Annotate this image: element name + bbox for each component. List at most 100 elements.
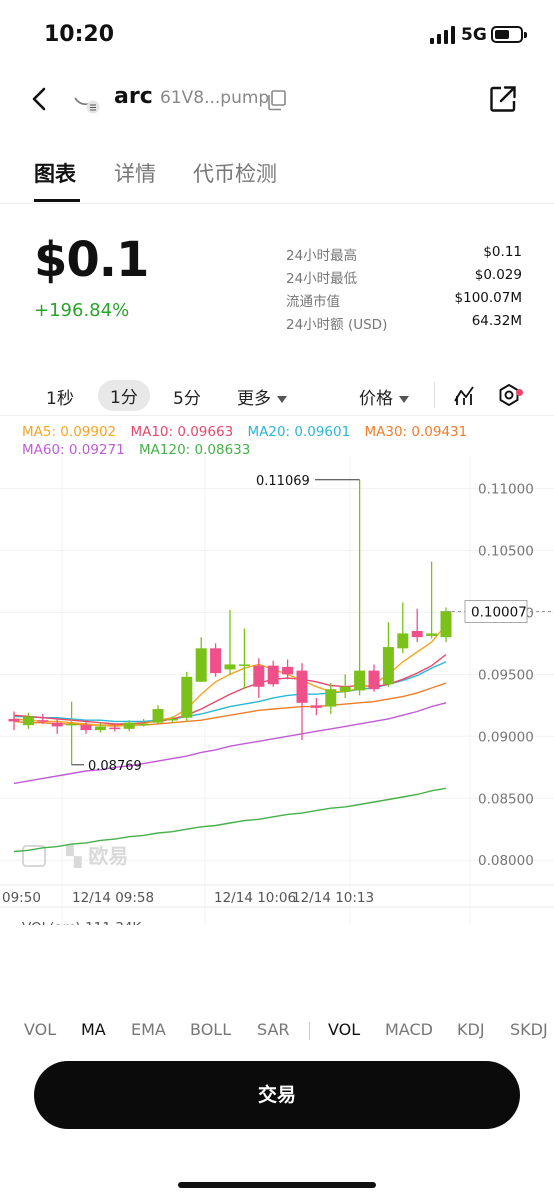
tab-token-check[interactable]: 代币检测 [193,162,277,186]
interval-5m[interactable]: 5分 [173,389,201,409]
ma120-line [13,787,447,853]
candle-body [310,705,322,708]
market-stats: 24小时最高 $0.11 24小时最低 $0.029 流通市值 $100.07M 24… [286,244,522,336]
watermark-text: ▚ 欧易 [65,844,128,868]
indicator-vol-5[interactable]: VOL [328,1020,361,1039]
divider [309,1022,310,1040]
status-time: 10:20 [44,22,115,47]
volume-label: VOL(arc):111.34K [22,920,142,925]
candle-body [426,633,438,636]
stat-row: 24小时最高 $0.11 [286,244,522,267]
interval-more[interactable]: 更多 [237,384,287,409]
candlestick-chart[interactable]: 0.110000.105000.100000.095000.090000.085… [0,455,554,925]
copy-icon[interactable] [266,89,288,111]
ma120-legend: MA120: 0.08633 [139,442,251,458]
indicator-ma-1[interactable]: MA [81,1020,106,1039]
y-tick-label: 0.08500 [478,791,534,807]
current-price-label: 0.10007 [471,605,527,621]
status-bar: 10:20 5G [0,0,554,70]
token-symbol: arc [114,84,153,109]
ma60-line [13,702,447,785]
indicator-boll-3[interactable]: BOLL [190,1020,232,1039]
ma20-legend: MA20: 0.09601 [247,424,351,440]
candle-body [354,670,366,691]
candle-body [210,648,222,674]
active-tab-indicator [34,199,80,202]
candle-body [368,670,380,690]
tab-details[interactable]: 详情 [114,162,156,186]
back-arrow-icon[interactable] [28,84,52,114]
chevron-down-icon [399,395,409,403]
y-tick-label: 0.08000 [478,853,534,869]
candle-body [138,723,150,726]
indicator-vol-0[interactable]: VOL [24,1020,57,1039]
candle-body [296,670,308,703]
low-price-label: 0.08769 [88,759,142,774]
indicator-skdj-8[interactable]: SKDJ [510,1020,548,1039]
stat-value: $0.11 [483,244,522,260]
y-tick-label: 0.09500 [478,667,534,683]
stat-label: 24小时最高 [286,248,358,264]
token-header: arc 61V8...pump [0,72,554,126]
chevron-down-icon [277,395,287,403]
notification-dot [516,389,523,396]
signal-icon [430,26,455,44]
indicator-sar-4[interactable]: SAR [257,1020,290,1039]
candle-body [382,647,394,685]
candle-body [8,718,20,722]
indicator-kdj-7[interactable]: KDJ [457,1020,485,1039]
external-link-icon[interactable] [488,84,518,114]
candle-body [94,726,106,731]
y-tick-label: 0.09000 [478,729,534,745]
current-price: $0.1 [34,232,149,288]
candle-body [80,725,92,731]
tab-bar: 图表 详情 代币检测 [0,150,554,204]
ma30-legend: MA30: 0.09431 [364,424,468,440]
stat-label: 流通市值 [286,294,340,310]
candle-body [440,611,452,638]
y-tick-label: 0.10500 [478,543,534,559]
stat-label: 24小时最低 [286,271,358,287]
candle-body [224,664,236,670]
y-tick-label: 0.11000 [478,481,534,497]
candle-body [66,723,78,726]
candle-body [37,720,49,722]
candle-body [166,718,178,721]
candle-body [238,664,250,666]
stat-value: $100.07M [454,290,522,306]
indicator-chart-icon[interactable] [452,382,478,408]
home-indicator [178,1182,376,1188]
candle-body [267,665,279,685]
candle-body [181,676,193,718]
ma-legend: MA5: 0.09902 MA10: 0.09663 MA20: 0.09601… [22,423,542,459]
x-tick-label: 09:50 [2,890,41,906]
ma30-line [13,682,447,726]
watermark-icon [22,845,46,867]
indicator-bar: VOL MA EMA BOLL SAR VOL MACD KDJ SKDJ [0,1016,554,1044]
candle-body [109,727,121,730]
candle-body [195,648,207,682]
interval-1m[interactable]: 1分 [98,380,150,411]
candle-body [411,630,423,638]
interval-1s[interactable]: 1秒 [46,389,74,409]
stat-label: 24小时额 (USD) [286,317,388,333]
stat-row: 流通市值 $100.07M [286,290,522,313]
x-tick-label: 12/14 10:13 [292,890,374,906]
candle-body [282,666,294,675]
ma60-legend: MA60: 0.09271 [22,442,125,458]
interval-bar: 1秒 1分 5分 更多 价格 [0,376,554,416]
candle-body [152,709,164,723]
token-logo-icon [74,97,100,114]
indicator-ema-2[interactable]: EMA [131,1020,166,1039]
tab-chart[interactable]: 图表 [34,162,76,186]
price-type-select[interactable]: 价格 [359,384,409,409]
stat-row: 24小时额 (USD) 64.32M [286,313,522,336]
candle-body [22,716,34,726]
price-type-label: 价格 [359,389,393,409]
trade-button[interactable]: 交易 [34,1061,520,1129]
indicator-macd-6[interactable]: MACD [385,1020,433,1039]
stat-value: $0.029 [474,267,522,283]
x-tick-label: 12/14 09:58 [72,890,154,906]
price-change: +196.84% [34,300,130,321]
divider [434,382,435,408]
